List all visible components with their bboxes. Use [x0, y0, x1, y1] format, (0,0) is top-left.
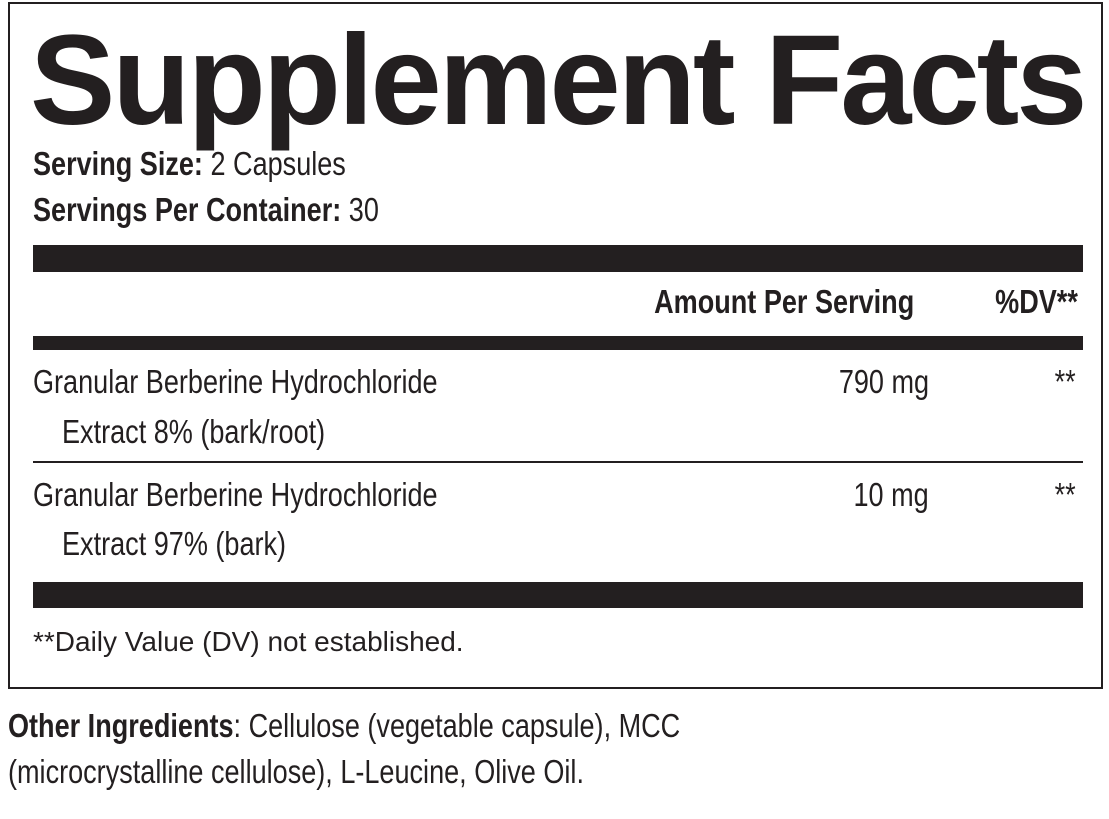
thin-divider — [33, 461, 1083, 463]
other-ingredients-line1: : Cellulose (vegetable capsule), MCC — [233, 707, 681, 744]
servings-per-container-value: 30 — [348, 191, 379, 228]
thick-divider — [33, 245, 1083, 272]
serving-size-label: Serving Size: — [33, 145, 203, 182]
other-ingredients: Other Ingredients: Cellulose (vegetable … — [8, 706, 828, 746]
ingredient-amount: 790 mg — [838, 363, 929, 400]
thick-divider — [33, 582, 1083, 608]
ingredient-name-detail: Extract 97% (bark) — [62, 525, 287, 562]
footnote: **Daily Value (DV) not established. — [33, 626, 464, 657]
ingredient-amount: 10 mg — [853, 476, 929, 513]
panel-title: Supplement Facts — [30, 9, 1087, 152]
servings-per-container-label: Servings Per Container: — [33, 191, 342, 228]
amount-per-serving-header: Amount Per Serving — [653, 283, 914, 320]
other-ingredients-line2: (microcrystalline cellulose), L-Leucine,… — [8, 753, 584, 790]
servings-per-container: Servings Per Container: 30 — [33, 190, 455, 230]
serving-size: Serving Size: 2 Capsules — [33, 144, 415, 184]
supplement-facts-panel — [8, 2, 1103, 689]
other-ingredients-label: Other Ingredients — [8, 707, 234, 744]
ingredient-name: Granular Berberine Hydrochloride — [33, 363, 438, 400]
ingredient-dv: ** — [1054, 476, 1076, 513]
ingredient-dv: ** — [1054, 363, 1076, 400]
medium-divider — [33, 336, 1083, 350]
serving-size-value: 2 Capsules — [210, 145, 346, 182]
ingredient-name: Granular Berberine Hydrochloride — [33, 476, 438, 513]
dv-header: %DV** — [995, 283, 1078, 320]
ingredient-name-detail: Extract 8% (bark/root) — [62, 413, 326, 450]
